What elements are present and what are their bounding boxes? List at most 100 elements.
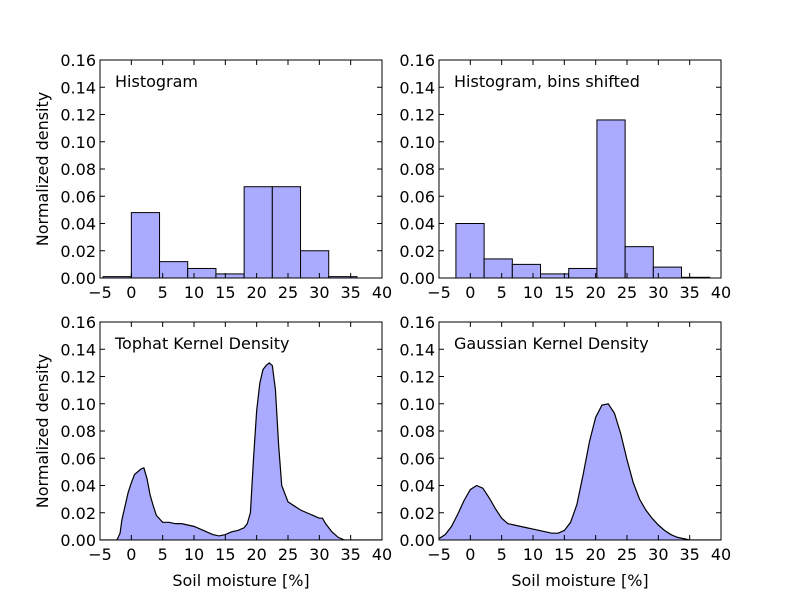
x-tick-label: 30 bbox=[648, 545, 668, 564]
y-tick-label: 0.12 bbox=[399, 368, 435, 387]
histogram-bar bbox=[596, 119, 626, 278]
y-tick-label: 0.14 bbox=[399, 340, 435, 359]
x-tick-label: 35 bbox=[340, 283, 360, 302]
x-tick-label: 40 bbox=[372, 545, 392, 564]
y-tick-label: 0.02 bbox=[60, 242, 96, 261]
panel-title: Gaussian Kernel Density bbox=[454, 334, 649, 353]
y-axis-label: Normalized density bbox=[33, 354, 52, 508]
density-fill bbox=[439, 403, 721, 540]
plot-area bbox=[455, 119, 711, 278]
histogram-bar bbox=[159, 261, 189, 278]
y-tick-label: 0.16 bbox=[60, 51, 96, 70]
x-tick-label: 20 bbox=[246, 545, 266, 564]
y-tick-label: 0.10 bbox=[60, 133, 96, 152]
x-tick-label: 20 bbox=[246, 283, 266, 302]
panel-3: −5 0 5 10 15 20 25 30 35 40 0.00 0.02 0.04 0.06 0.08 0.… bbox=[33, 313, 392, 590]
y-tick-label: 0.06 bbox=[60, 449, 96, 468]
x-tick-label: −5 bbox=[427, 545, 451, 564]
panel-title: Histogram bbox=[115, 72, 198, 91]
panel-1: −5 0 5 10 15 20 25 30 35 40 0.00 0.02 0.04 0.06 0.08 0.… bbox=[33, 51, 392, 302]
x-tick-label: 30 bbox=[648, 283, 668, 302]
x-tick-label: 40 bbox=[711, 283, 731, 302]
y-tick-label: 0.10 bbox=[60, 395, 96, 414]
x-tick-label: −5 bbox=[427, 283, 451, 302]
y-axis-label: Normalized density bbox=[33, 92, 52, 246]
density-fill bbox=[100, 362, 382, 540]
x-tick-label: 30 bbox=[309, 545, 329, 564]
y-tick-label: 0.02 bbox=[399, 242, 435, 261]
x-tick-label: 25 bbox=[278, 283, 298, 302]
y-tick-label: 0.16 bbox=[399, 51, 435, 70]
x-tick-label: 0 bbox=[126, 283, 136, 302]
histogram-bar bbox=[243, 186, 273, 278]
panel-4: −5 0 5 10 15 20 25 30 35 40 0.00 0.02 0.04 0.06 0.08 0.… bbox=[399, 313, 731, 590]
y-tick-label: 0.04 bbox=[60, 215, 96, 234]
panel-2: −5 0 5 10 15 20 25 30 35 40 0.00 0.02 0.04 0.06 0.08 0.… bbox=[399, 51, 731, 302]
x-axis-label: Soil moisture [%] bbox=[511, 571, 648, 590]
x-tick-label: 25 bbox=[617, 545, 637, 564]
x-tick-label: 5 bbox=[497, 283, 507, 302]
x-tick-label: 30 bbox=[309, 283, 329, 302]
plot-area bbox=[102, 186, 358, 278]
y-tick-label: 0.10 bbox=[399, 395, 435, 414]
y-tick-label: 0.14 bbox=[60, 340, 96, 359]
x-tick-label: 15 bbox=[215, 545, 235, 564]
x-tick-label: 35 bbox=[679, 545, 699, 564]
y-tick-label: 0.12 bbox=[399, 106, 435, 125]
y-tick-label: 0.10 bbox=[399, 133, 435, 152]
histogram-bar bbox=[511, 263, 542, 278]
y-tick-label: 0.06 bbox=[60, 187, 96, 206]
y-tick-label: 0.00 bbox=[399, 269, 435, 288]
x-tick-label: 10 bbox=[184, 283, 204, 302]
histogram-bar bbox=[215, 273, 245, 278]
x-tick-label: 15 bbox=[215, 283, 235, 302]
y-tick-label: 0.14 bbox=[399, 78, 435, 97]
y-tick-label: 0.08 bbox=[60, 160, 96, 179]
plot-area bbox=[100, 362, 382, 540]
panel-title: Tophat Kernel Density bbox=[114, 334, 289, 353]
x-tick-label: 0 bbox=[465, 545, 475, 564]
plot-area bbox=[439, 403, 721, 540]
y-tick-label: 0.04 bbox=[60, 477, 96, 496]
x-tick-label: 5 bbox=[497, 545, 507, 564]
histogram-bar bbox=[300, 250, 330, 278]
x-tick-label: 40 bbox=[372, 283, 392, 302]
histogram-bar bbox=[568, 267, 598, 278]
y-tick-label: 0.06 bbox=[399, 449, 435, 468]
x-tick-label: 15 bbox=[554, 545, 574, 564]
x-tick-label: 25 bbox=[617, 283, 637, 302]
x-tick-label: 35 bbox=[679, 283, 699, 302]
histogram-bar bbox=[328, 276, 358, 278]
density-line bbox=[439, 403, 721, 540]
y-tick-label: 0.06 bbox=[399, 187, 435, 206]
y-tick-label: 0.04 bbox=[399, 215, 435, 234]
y-tick-label: 0.12 bbox=[60, 106, 96, 125]
x-tick-label: 10 bbox=[523, 283, 543, 302]
x-tick-label: 20 bbox=[585, 545, 605, 564]
y-tick-label: 0.00 bbox=[60, 269, 96, 288]
y-tick-label: 0.08 bbox=[399, 422, 435, 441]
histogram-bar bbox=[130, 212, 161, 278]
x-tick-label: 5 bbox=[158, 283, 168, 302]
x-tick-label: 10 bbox=[523, 545, 543, 564]
y-tick-label: 0.02 bbox=[60, 504, 96, 523]
x-tick-label: 15 bbox=[554, 283, 574, 302]
histogram-bar bbox=[187, 267, 217, 278]
x-tick-label: 0 bbox=[126, 545, 136, 564]
x-tick-label: 25 bbox=[278, 545, 298, 564]
y-tick-label: 0.02 bbox=[399, 504, 435, 523]
x-tick-label: 5 bbox=[158, 545, 168, 564]
x-tick-label: 20 bbox=[585, 283, 605, 302]
histogram-bar bbox=[271, 186, 302, 278]
histogram-bar bbox=[455, 223, 485, 278]
x-tick-label: 40 bbox=[711, 545, 731, 564]
y-tick-label: 0.08 bbox=[60, 422, 96, 441]
y-tick-label: 0.04 bbox=[399, 477, 435, 496]
x-tick-label: −5 bbox=[88, 545, 112, 564]
y-tick-label: 0.12 bbox=[60, 368, 96, 387]
x-tick-label: 10 bbox=[184, 545, 204, 564]
y-tick-label: 0.08 bbox=[399, 160, 435, 179]
y-tick-label: 0.14 bbox=[60, 78, 96, 97]
density-line bbox=[100, 362, 382, 540]
